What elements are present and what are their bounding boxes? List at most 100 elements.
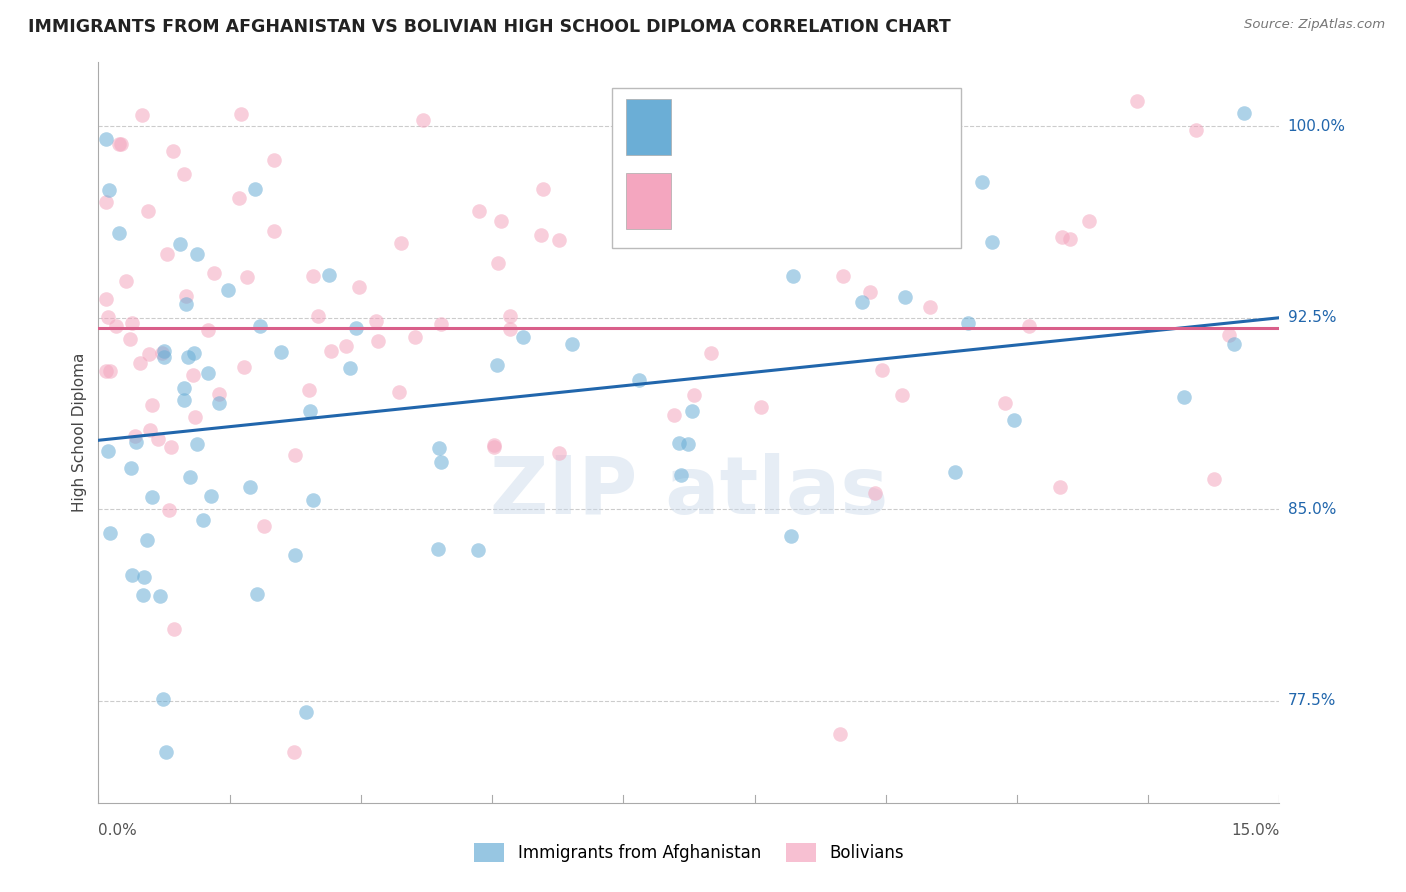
Point xyxy=(780,529,803,543)
Point xyxy=(208,386,231,401)
Point xyxy=(163,623,186,637)
Point xyxy=(389,236,412,251)
Point xyxy=(318,268,340,282)
Point xyxy=(124,434,146,449)
Point xyxy=(179,469,201,483)
Point xyxy=(1050,230,1073,244)
Point xyxy=(815,210,838,224)
Point xyxy=(173,393,195,408)
Point xyxy=(681,404,703,418)
Point xyxy=(107,136,129,151)
Point xyxy=(512,330,534,344)
Point xyxy=(367,334,389,349)
Point xyxy=(307,309,329,323)
Point xyxy=(239,480,262,494)
Point xyxy=(319,344,342,359)
Point xyxy=(468,204,491,219)
Point xyxy=(865,191,887,205)
Point xyxy=(1232,106,1254,120)
Point xyxy=(863,486,886,500)
Point xyxy=(749,401,772,415)
Point xyxy=(957,316,980,330)
Point xyxy=(228,191,250,205)
Point xyxy=(344,321,367,335)
Point xyxy=(1185,123,1208,137)
Point xyxy=(427,441,450,455)
Point xyxy=(1018,319,1040,334)
Point xyxy=(115,274,138,288)
Point xyxy=(138,423,160,437)
Point xyxy=(1218,328,1240,343)
Point xyxy=(499,310,522,324)
Point xyxy=(235,270,257,285)
Point xyxy=(249,319,271,334)
Point xyxy=(335,339,357,353)
Point xyxy=(1126,94,1149,108)
Point xyxy=(263,223,285,237)
Point xyxy=(1173,390,1195,404)
Point xyxy=(246,587,269,601)
Point xyxy=(141,398,163,412)
Point xyxy=(994,396,1017,410)
Point xyxy=(872,363,894,377)
Point xyxy=(676,437,699,451)
Point xyxy=(700,345,723,359)
Point xyxy=(124,429,146,443)
Point xyxy=(208,396,231,410)
Point xyxy=(107,227,129,241)
Point xyxy=(782,268,804,283)
Point xyxy=(531,182,554,196)
Point xyxy=(96,364,118,378)
Point xyxy=(547,446,569,460)
Point xyxy=(485,358,508,372)
Point xyxy=(118,332,141,346)
Text: Source: ZipAtlas.com: Source: ZipAtlas.com xyxy=(1244,18,1385,31)
Point xyxy=(302,269,325,284)
Text: 15.0%: 15.0% xyxy=(1232,823,1279,838)
Point xyxy=(263,153,285,167)
Point xyxy=(134,570,156,584)
Point xyxy=(97,444,120,458)
Point xyxy=(412,112,434,127)
Point xyxy=(229,107,252,121)
Text: 100.0%: 100.0% xyxy=(1288,119,1346,134)
Text: R =  0.166   N = 67: R = 0.166 N = 67 xyxy=(683,119,873,136)
Point xyxy=(253,519,276,533)
Point xyxy=(1202,472,1225,486)
Point xyxy=(183,346,205,360)
Point xyxy=(149,589,172,603)
Point xyxy=(295,705,318,719)
Point xyxy=(174,289,197,303)
Point xyxy=(110,137,132,152)
Point xyxy=(197,322,219,336)
Point xyxy=(404,329,426,343)
FancyBboxPatch shape xyxy=(626,99,671,155)
Point xyxy=(830,727,852,741)
Point xyxy=(169,237,191,252)
Point xyxy=(153,350,176,364)
Point xyxy=(218,284,240,298)
Point xyxy=(970,175,993,189)
Point xyxy=(138,347,160,361)
Point xyxy=(499,322,522,336)
Point xyxy=(162,144,184,158)
Point xyxy=(141,491,163,505)
Text: 77.5%: 77.5% xyxy=(1288,693,1336,708)
Point xyxy=(131,108,153,122)
Point xyxy=(298,383,321,397)
Point xyxy=(1004,413,1026,427)
Point xyxy=(200,489,222,503)
Y-axis label: High School Diploma: High School Diploma xyxy=(72,353,87,512)
Point xyxy=(284,549,307,563)
Point xyxy=(155,745,177,759)
Point xyxy=(981,235,1004,249)
Point xyxy=(98,364,121,378)
Point xyxy=(197,366,219,380)
Point xyxy=(482,438,505,452)
Point xyxy=(467,543,489,558)
Point xyxy=(283,745,305,759)
Point xyxy=(129,356,152,370)
Point xyxy=(859,285,882,300)
Point xyxy=(152,692,174,706)
Point xyxy=(530,227,553,242)
